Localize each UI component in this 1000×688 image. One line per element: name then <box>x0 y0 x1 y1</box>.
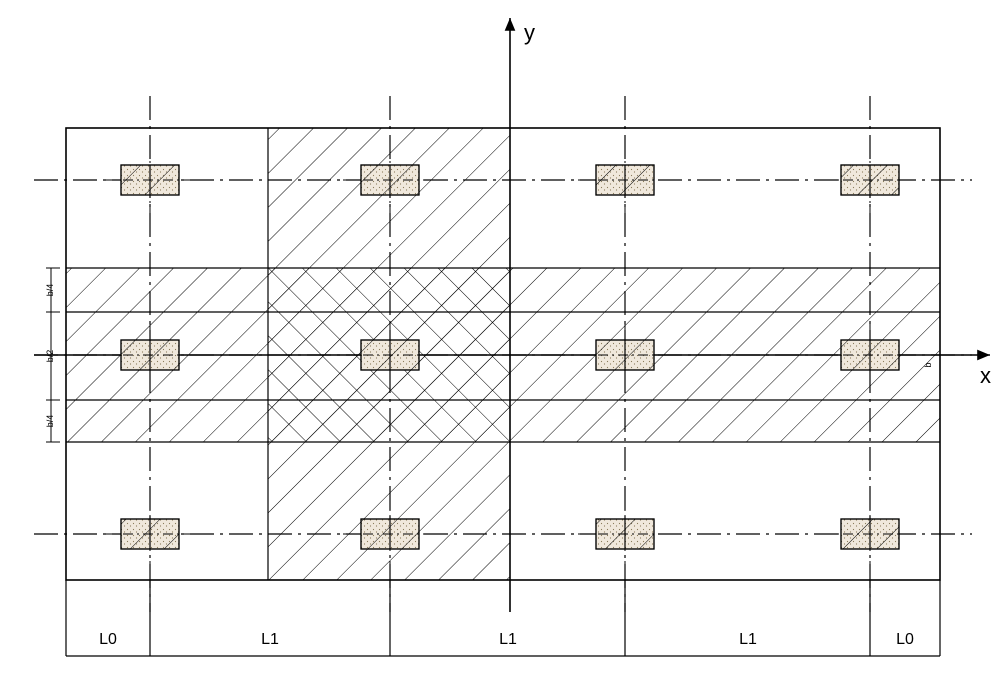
pad-cell <box>578 147 672 213</box>
b-fraction-label: b/4 <box>45 415 55 428</box>
span-label: L0 <box>99 631 117 648</box>
x-axis-arrow <box>977 350 990 361</box>
span-label: L1 <box>739 631 757 648</box>
b-label: b <box>923 362 933 367</box>
span-label: L0 <box>896 631 914 648</box>
span-label: L1 <box>261 631 279 648</box>
b-fraction-label: b/2 <box>45 350 55 363</box>
x-axis-label: x <box>980 363 991 388</box>
y-axis-label: y <box>524 20 535 45</box>
span-label: L1 <box>499 631 517 648</box>
engineering-diagram: y x L0 L1 L1 L1 L0 b/4 b/2 b/4 b <box>0 0 1000 688</box>
y-axis-arrow <box>505 18 516 31</box>
b-fraction-label: b/4 <box>45 284 55 297</box>
